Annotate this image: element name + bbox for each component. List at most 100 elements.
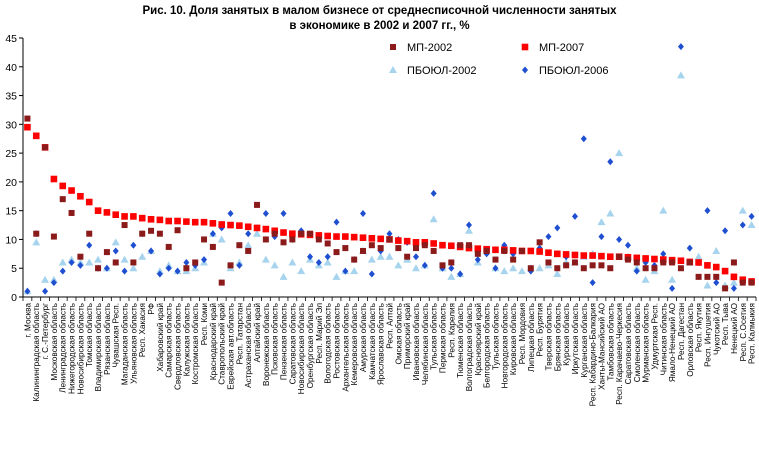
data-point	[32, 238, 41, 246]
x-tick-label: Алтайский край	[253, 303, 262, 362]
data-point	[307, 230, 314, 237]
data-point	[368, 270, 375, 278]
data-point	[722, 227, 729, 235]
data-point	[412, 253, 419, 261]
data-point	[298, 230, 305, 237]
data-point	[148, 227, 155, 234]
x-tick-label: Тамбовская область	[606, 303, 615, 381]
data-point	[651, 265, 658, 272]
data-point	[174, 227, 181, 234]
x-tick-label: Саратовская область	[624, 303, 633, 384]
x-tick-label: Ямало-Ненецкий АО	[668, 303, 677, 382]
data-point	[624, 256, 631, 263]
data-point	[68, 209, 75, 216]
data-point	[368, 242, 375, 249]
data-point	[376, 252, 385, 260]
data-point	[713, 279, 720, 287]
data-point	[722, 285, 729, 292]
data-point	[535, 264, 544, 272]
x-tick-label: Камчатская область	[368, 303, 377, 380]
x-tick-label: Томская область	[85, 303, 94, 367]
data-point	[677, 265, 684, 272]
data-point	[660, 250, 667, 258]
data-point	[474, 250, 481, 257]
data-point	[209, 220, 217, 227]
data-point	[676, 71, 685, 79]
data-point	[138, 252, 147, 260]
data-point	[200, 218, 208, 226]
data-point	[712, 263, 720, 271]
data-point	[465, 221, 472, 229]
x-tick-label: Читинская область	[659, 303, 668, 375]
x-tick-label: Саратовская область	[288, 303, 297, 384]
y-tick-label: 5	[11, 263, 17, 275]
x-tick-label: Тюменская область	[456, 303, 465, 378]
x-tick-label: Респ. Алтай	[386, 303, 395, 349]
data-point	[500, 267, 509, 275]
data-point	[77, 192, 84, 200]
data-point	[669, 259, 676, 266]
x-tick-label: Владимирская область	[94, 303, 103, 391]
data-point	[368, 234, 376, 242]
data-point	[606, 209, 615, 217]
data-point	[439, 241, 446, 249]
x-tick-label: Орловская область	[686, 303, 695, 377]
data-point	[536, 239, 543, 246]
chart-subtitle: в экономике в 2002 и 2007 гг., %	[289, 20, 469, 32]
x-tick-label: Тульская область	[430, 303, 439, 370]
data-point	[121, 213, 128, 220]
data-point	[739, 279, 746, 286]
data-point	[156, 216, 164, 224]
data-point	[280, 210, 287, 218]
data-point	[704, 273, 711, 280]
x-tick-label: Мурманская область	[642, 303, 651, 383]
x-tick-label: Самарская область	[165, 303, 174, 378]
data-point	[24, 287, 31, 295]
data-point	[669, 284, 676, 292]
data-point	[77, 253, 84, 260]
data-point	[147, 216, 155, 223]
data-point	[254, 201, 261, 208]
data-point	[729, 278, 738, 286]
data-point	[350, 267, 359, 275]
data-point	[165, 264, 172, 272]
y-tick-label: 40	[5, 62, 17, 74]
data-point	[395, 237, 402, 244]
data-point	[121, 222, 128, 229]
x-tick-label: Ростовская область	[333, 303, 342, 379]
x-tick-label: Красноярский край	[474, 303, 483, 375]
data-point	[112, 259, 119, 266]
data-point	[448, 264, 455, 272]
series-МП-2007	[24, 123, 755, 285]
x-tick-label: Хабаровский край	[156, 303, 165, 372]
x-tick-label: Брянская область	[553, 303, 562, 371]
data-point	[492, 256, 499, 263]
x-tick-label: Респ. Карелия	[447, 303, 456, 358]
data-point	[730, 259, 737, 266]
x-axis-ticks: г. Москва Калининградская область г. С.-Пе…	[22, 297, 757, 406]
data-point	[332, 272, 341, 280]
data-point	[165, 217, 173, 225]
data-point	[704, 207, 711, 215]
x-tick-label: Ставропольский край	[218, 303, 227, 385]
data-point	[236, 242, 243, 249]
data-point	[421, 261, 428, 269]
x-tick-label: Иркутская область	[571, 303, 580, 374]
legend: МП-2002 МП-2007 ПБОЮЛ-2002 ПБОЮЛ-2006	[389, 42, 609, 77]
data-point	[86, 241, 93, 249]
data-point	[130, 259, 137, 266]
x-tick-label: Респ. С.Осетия	[739, 303, 748, 361]
data-point	[571, 212, 578, 220]
data-point	[411, 264, 420, 272]
data-point	[50, 175, 58, 183]
data-point	[615, 149, 624, 157]
data-point	[616, 253, 623, 260]
data-point	[42, 287, 49, 295]
data-point	[474, 256, 481, 264]
chart-title: Рис. 10. Доля занятых в малом бизнесе от…	[142, 5, 617, 17]
data-point	[342, 245, 349, 252]
data-point	[85, 198, 93, 206]
data-point	[112, 247, 119, 255]
data-point	[307, 253, 314, 261]
x-tick-label: Смоленская область	[633, 303, 642, 382]
